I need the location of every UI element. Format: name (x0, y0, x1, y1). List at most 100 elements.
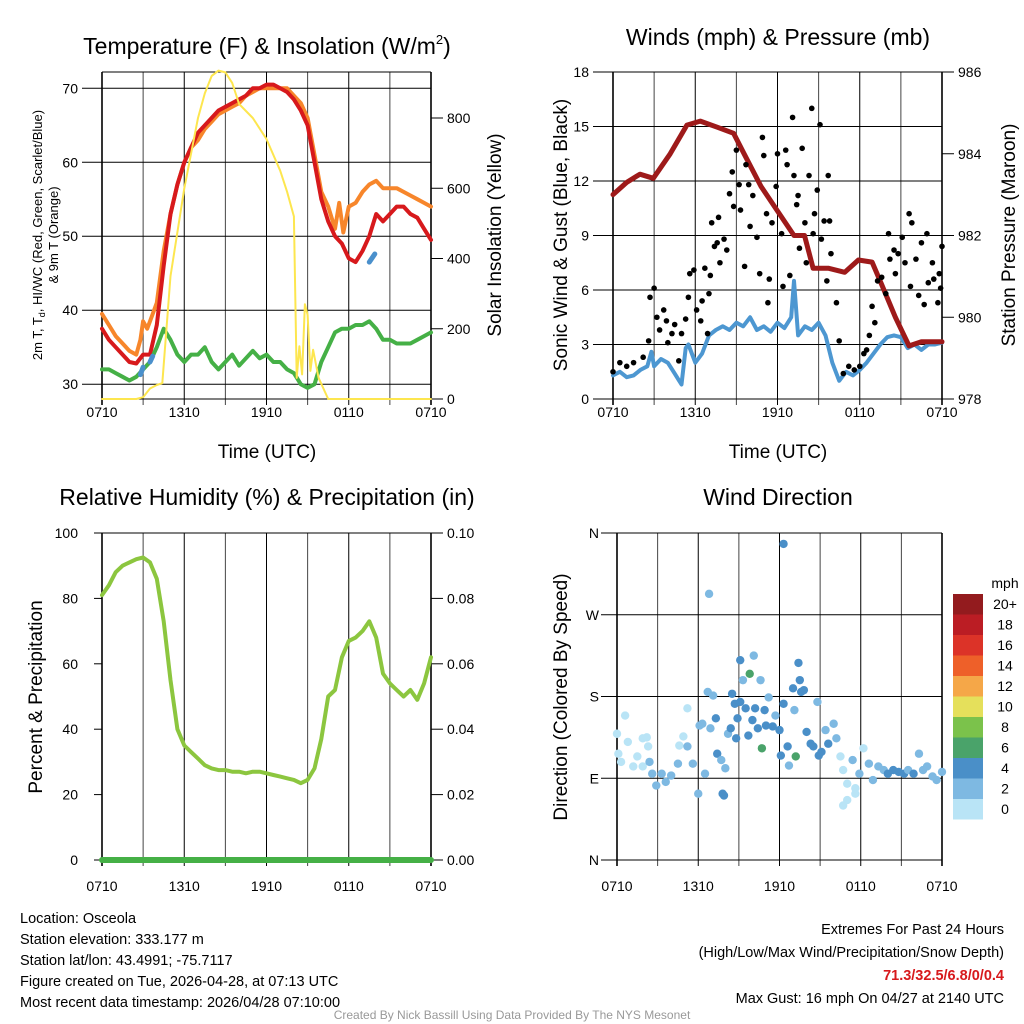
colorbar-label: 6 (1001, 740, 1009, 756)
wind-direction-point (666, 771, 676, 780)
wind-direction-point (771, 711, 780, 720)
wind-direction-point (694, 789, 703, 798)
gust-point (869, 303, 875, 310)
gust-point (737, 207, 744, 213)
y-tick-label: S (590, 689, 599, 705)
wind-direction-point (937, 767, 947, 777)
gust-point (895, 250, 901, 257)
gust-point (736, 181, 742, 188)
colorbar-swatch (953, 758, 983, 779)
wind-direction-point (851, 789, 860, 798)
gust-point (730, 203, 737, 210)
colorbar-label: 4 (1001, 760, 1009, 776)
temperature-plot: 0710 1310 1910 0110 0710 30 40 50 60 70 0 200 400 600… (62, 69, 471, 420)
gust-point (704, 330, 711, 337)
wind-direction-point (614, 749, 623, 758)
wind-direction-point (642, 733, 651, 742)
humidity-chart-title: Relative Humidity (%) & Precipitation (i… (59, 484, 474, 510)
winds-x-axis-label: Time (UTC) (729, 442, 828, 463)
y-tick-label: 20 (62, 787, 78, 803)
gust-point (845, 363, 852, 370)
gust-point (721, 236, 727, 242)
gust-point (810, 230, 816, 237)
wind-direction-point (799, 685, 809, 695)
gust-point (714, 239, 720, 246)
wind-direction-point (824, 739, 833, 748)
gust-point (665, 339, 671, 346)
winds-right-axis-label: Station Pressure (Maroon) (999, 124, 1020, 347)
gust-point (925, 279, 932, 286)
gust-point (909, 219, 915, 226)
x-tick-label: 0710 (926, 404, 957, 420)
gust-point (654, 314, 660, 321)
humidity-plot: 0710 1310 1910 0110 0710 0 20 40 60 80 100 0.00 0.02… (55, 525, 475, 894)
y-tick-label: N (589, 525, 599, 541)
gust-point (717, 259, 723, 266)
wind-direction-point (776, 751, 786, 760)
colorbar-swatch (953, 614, 983, 635)
gust-point (686, 270, 693, 277)
temperature-left-axis-label: 2m T, Td, HI/WC (Red, Green, Scarlet/Blu… (30, 110, 47, 360)
wind-direction-point (817, 747, 826, 757)
gust-point (617, 359, 623, 366)
series-line-pressure (610, 118, 945, 349)
wind-direction-point (784, 761, 794, 770)
x-tick-label: 0110 (846, 878, 876, 894)
gust-point (885, 230, 892, 237)
gust-point (741, 263, 748, 270)
gust-point (745, 181, 752, 188)
wind-direction-point (731, 734, 741, 743)
wind-direction-point (733, 714, 742, 723)
wind-direction-point (914, 749, 924, 758)
wind-direction-point (909, 769, 918, 778)
gust-point (821, 218, 827, 224)
wind-direction-point (657, 769, 666, 778)
x-tick-label: 1310 (680, 404, 711, 420)
wind-direction-point (791, 752, 800, 761)
y-tick-label: 40 (62, 302, 78, 318)
colorbar-swatch (953, 717, 983, 738)
gust-point (774, 150, 781, 157)
y2-tick-label: 982 (958, 228, 982, 244)
footer-location: Location: Osceola (20, 911, 137, 927)
wind-direction-point (688, 759, 698, 768)
wind-direction-point (855, 769, 864, 778)
temperature-x-axis-label: Time (UTC) (218, 442, 317, 463)
wind-direction-point (706, 724, 715, 733)
colorbar-label: 0 (1001, 801, 1009, 817)
wind-direction-point (721, 764, 730, 773)
gust-point (906, 210, 912, 217)
x-tick-label: 1310 (169, 878, 200, 894)
y2-tick-label: 600 (447, 180, 471, 196)
extremes-values: 71.3/32.5/6.8/0/0.4 (883, 968, 1004, 984)
wind-direction-point (868, 775, 878, 785)
x-tick-label: 1910 (764, 878, 795, 894)
gust-point (939, 243, 945, 250)
winds-left-axis-label: Sonic Wind & Gust (Blue, Black) (551, 99, 572, 371)
wind-direction-point (779, 539, 788, 549)
wind-direction-point (768, 722, 777, 731)
gust-point (796, 245, 803, 252)
x-tick-label: 1310 (169, 404, 200, 420)
wind_direction-plot: 0710 1310 1910 0110 0710NESWN20+181614121086… (586, 525, 1017, 894)
gust-point (863, 347, 870, 353)
gust-point (697, 318, 704, 324)
colorbar-swatch (953, 676, 983, 697)
colorbar-label: 8 (1001, 719, 1009, 735)
colorbar-swatch (953, 696, 983, 717)
wind-direction-point (612, 729, 622, 738)
colorbar-label: 12 (997, 678, 1013, 694)
credit-line: Created By Nick Bassill Using Data Provi… (334, 1008, 691, 1022)
y-tick-label: 6 (581, 282, 589, 298)
wind-direction-point (673, 759, 683, 768)
gust-point (780, 283, 786, 290)
series-line-insolation (101, 69, 432, 400)
temperature-left-axis-label-line2: & 9m T (Orange) (46, 186, 61, 283)
colorbar-label: 10 (997, 699, 1013, 715)
wind-direction-point (836, 752, 845, 761)
gust-point (935, 299, 941, 306)
y2-tick-label: 0.00 (447, 852, 474, 868)
gust-point (826, 218, 833, 224)
y2-tick-label: 800 (447, 110, 471, 126)
wind-direction-point (802, 727, 811, 737)
